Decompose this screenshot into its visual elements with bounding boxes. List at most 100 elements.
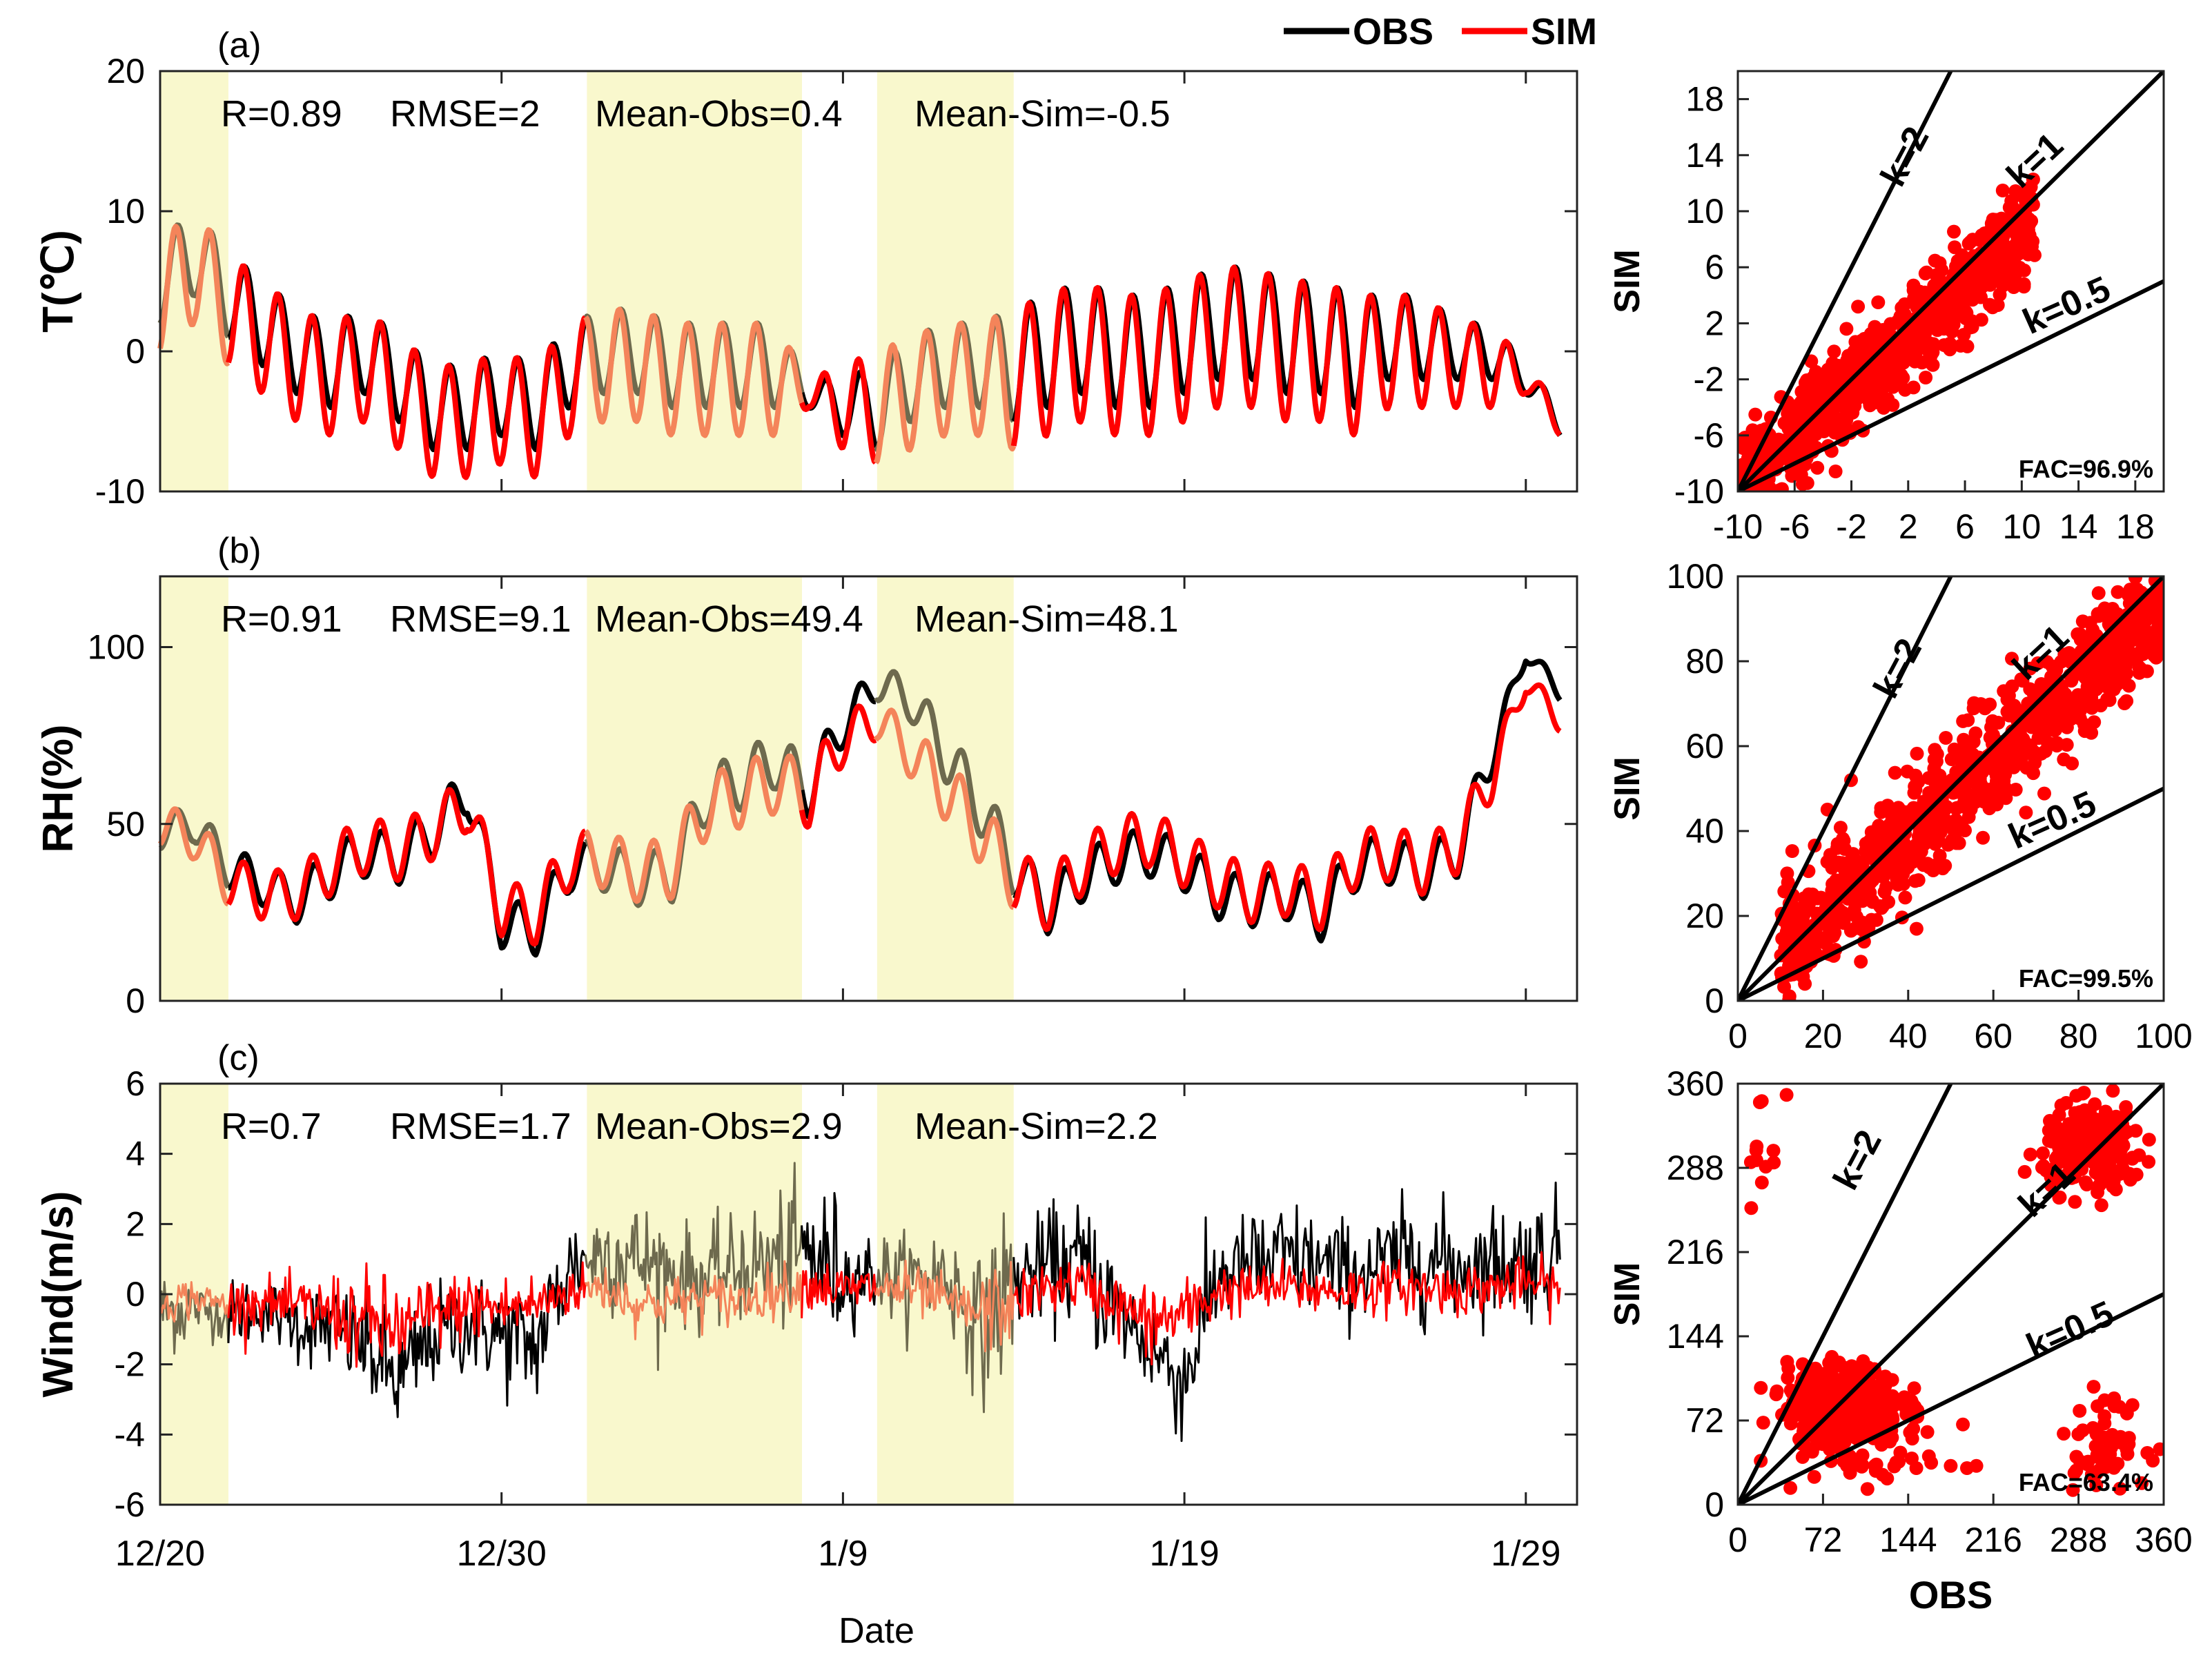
y-tick-label: 360 (1667, 1064, 1724, 1103)
panel-c-scatter: k=2 k=1k=0.50 72 144 216 288 36007214421628836… (1607, 1064, 2193, 1617)
scatter-plot-area (1738, 576, 2164, 1001)
y-tick-label: 2 (126, 1204, 145, 1243)
series-obs-line (227, 1233, 586, 1418)
time-x-axis-label: Date (839, 1611, 914, 1651)
scatter-point (1843, 1401, 1858, 1416)
y-tick-label: 40 (1685, 812, 1724, 850)
scatter-point (1767, 1155, 1781, 1170)
scatter-point (2071, 1427, 2086, 1441)
scatter-point (1881, 862, 1895, 877)
scatter-point (1804, 434, 1819, 449)
scatter-point (1901, 860, 1915, 875)
scatter-point (2023, 1147, 2037, 1162)
scatter-point (1904, 1394, 1919, 1408)
scatter-point (1738, 462, 1745, 476)
scatter-point (2028, 756, 2042, 770)
series-sim-line (583, 753, 805, 904)
panel-c-timeseries: -6 -4 -2 0 2 4 6 Wind(m/s) (c) R=0.7 RMSE=1.7 Mean-… (35, 1038, 1578, 1524)
y-tick-label: 216 (1667, 1233, 1724, 1271)
scatter-point (1843, 924, 1858, 938)
scatter-point (1861, 848, 1875, 862)
scatter-point (1857, 1409, 1872, 1423)
scatter-point (1819, 917, 1833, 931)
scatter-point (1826, 371, 1840, 385)
scatter-point (2105, 602, 2120, 616)
y-tick-label: 0 (126, 332, 145, 371)
scatter-point (1894, 369, 1908, 384)
scatter-point (2057, 1154, 2071, 1169)
scatter-point (2146, 1454, 2160, 1468)
scatter-point (2106, 1174, 2121, 1189)
scatter-point (2019, 805, 2033, 820)
scatter-point (2060, 1142, 2075, 1156)
scatter-point (2075, 614, 2090, 629)
highlight-band (587, 71, 803, 491)
scatter-point (2091, 1185, 2105, 1200)
scatter-point (1750, 1140, 1764, 1153)
y-axis-label: T(℃) (35, 230, 82, 333)
scatter-point (2015, 674, 2030, 688)
stat-text: RMSE=2 (390, 93, 540, 135)
time-x-axis: 12/20 12/30 1/9 1/19 1/29 (115, 1534, 1560, 1574)
scatter-point (2115, 625, 2129, 640)
scatter-point (1928, 858, 1942, 872)
series-sim-line (799, 703, 877, 830)
y-tick-label: 10 (1685, 192, 1724, 231)
scatter-point (1862, 387, 1876, 402)
scatter-point (1744, 1201, 1759, 1215)
scatter-point (1843, 1429, 1857, 1443)
scatter-point (2028, 248, 2042, 262)
scatter-point (1855, 922, 1870, 937)
fac-label: FAC=99.5% (2019, 964, 2153, 993)
scatter-point (1810, 935, 1825, 949)
scatter-point (1792, 901, 1807, 916)
scatter-point (1810, 460, 1825, 475)
scatter-point (2099, 1460, 2113, 1474)
scatter-point (1792, 951, 1806, 966)
y-tick-label: -6 (115, 1485, 145, 1524)
scatter-point (2153, 638, 2164, 652)
scatter-point (1921, 1449, 1936, 1463)
scatter-point (1839, 322, 1854, 336)
scatter-point (1940, 814, 1955, 828)
scatter-point (1867, 362, 1881, 377)
scatter-point (2089, 1478, 2104, 1492)
scatter-point (2091, 586, 2106, 600)
series-sim-line (226, 263, 588, 480)
scatter-point (1808, 1361, 1823, 1376)
scatter-point (2104, 632, 2118, 646)
y-tick-label: 50 (106, 805, 145, 843)
x-tick-label: 0 (1728, 1017, 1748, 1055)
y-axis-label: Wind(m/s) (35, 1191, 82, 1397)
scatter-point (2107, 1436, 2122, 1450)
scatter-point (1863, 833, 1878, 848)
scatter-point (1938, 859, 1952, 873)
scatter-point (1869, 912, 1883, 927)
stat-text: Mean-Obs=2.9 (595, 1106, 843, 1147)
reference-line (1738, 1292, 2164, 1505)
series-sim-line (873, 314, 1017, 465)
scatter-point (1886, 398, 1900, 412)
scatter-point (2001, 688, 2016, 703)
scatter-point (2135, 1476, 2149, 1490)
series-obs-line (1012, 1181, 1561, 1443)
scatter-point (1947, 224, 1961, 239)
y-tick-label: 0 (1705, 1485, 1724, 1524)
scatter-point (1932, 256, 1947, 271)
scatter-point (2046, 1134, 2061, 1149)
scatter-point (1843, 1465, 1857, 1480)
x-tick-label: -6 (1779, 507, 1810, 546)
scatter-point (2065, 756, 2079, 771)
x-tick-label: 6 (1955, 507, 1975, 546)
x-tick-label: 2 (1899, 507, 1918, 546)
scatter-point (2084, 1120, 2098, 1134)
stat-text: R=0.91 (221, 598, 342, 640)
scatter-point (1777, 884, 1792, 899)
scatter-point (1879, 880, 1893, 895)
reference-line (1738, 576, 2164, 1001)
scatter-frame (1736, 575, 2165, 1002)
scatter-point (1906, 278, 1921, 293)
series-sim-line (799, 356, 878, 465)
scatter-point (2103, 1447, 2117, 1461)
scatter-point (1958, 823, 1972, 838)
